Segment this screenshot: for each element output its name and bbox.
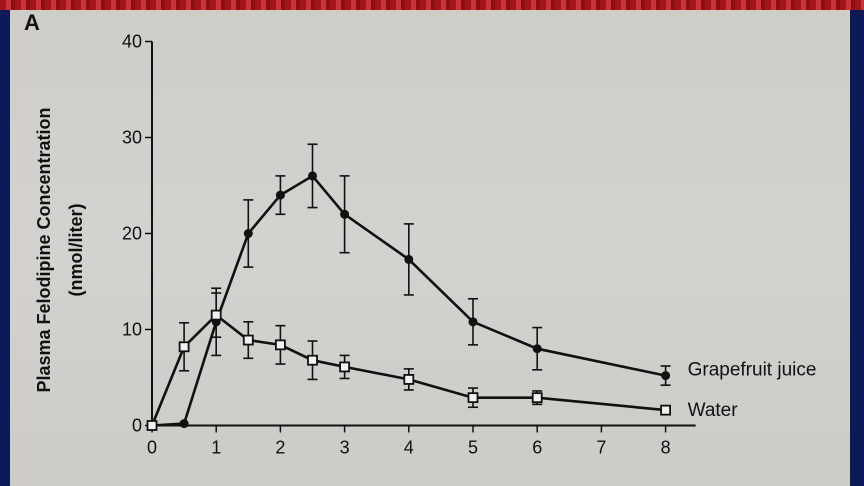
- axes: 0 1 2 3 4 5 6 7 8 0 10 20 30 40: [122, 32, 696, 458]
- chart-panel: A Plasma Felodipine Concentration (nmol/…: [10, 10, 850, 486]
- x-tick-label: 1: [211, 438, 221, 458]
- background-border-left: [0, 10, 10, 486]
- data-point-water: [210, 309, 222, 321]
- x-tick-label: 5: [468, 438, 478, 458]
- data-point-grapefruit-juice: [308, 171, 317, 181]
- data-point-grapefruit-juice: [468, 317, 478, 327]
- x-tick-label: 6: [532, 438, 542, 458]
- y-tick-label: 20: [122, 224, 142, 244]
- y-tick-label: 40: [122, 32, 142, 52]
- y-tick-label: 30: [122, 128, 142, 148]
- series-layer: [146, 143, 671, 431]
- series-grapefruit-juice: [147, 143, 671, 430]
- data-point-water: [178, 341, 190, 353]
- data-point-water: [339, 361, 351, 373]
- legend-layer: Grapefruit juice Water: [688, 360, 817, 422]
- data-point-water: [146, 420, 158, 431]
- data-point-water: [242, 334, 254, 346]
- data-point-grapefruit-juice: [404, 254, 414, 264]
- data-point-grapefruit-juice: [179, 419, 189, 429]
- data-point-grapefruit-juice: [243, 229, 253, 238]
- background-texture: [0, 0, 864, 10]
- data-point-grapefruit-juice: [340, 209, 350, 219]
- series-water: [146, 292, 671, 431]
- x-tick-label: 4: [404, 438, 414, 458]
- panel-label: A: [24, 10, 40, 35]
- background-border-right: [850, 10, 864, 486]
- x-tick-label: 3: [340, 438, 350, 458]
- x-tick-label: 8: [661, 438, 671, 458]
- data-point-water: [307, 354, 318, 366]
- data-point-water: [531, 392, 543, 404]
- data-point-grapefruit-juice: [532, 344, 542, 354]
- legend-label-grapefruit-juice: Grapefruit juice: [688, 360, 817, 381]
- data-point-grapefruit-juice: [275, 190, 285, 200]
- legend-label-water: Water: [688, 400, 739, 421]
- x-tick-label: 7: [596, 438, 606, 458]
- y-axis-label-line-2: (nmol/liter): [66, 203, 86, 296]
- y-axis-label-line-1: Plasma Felodipine Concentration: [34, 107, 54, 392]
- data-point-water: [274, 339, 286, 351]
- x-tick-label: 0: [147, 438, 157, 458]
- data-point-water: [403, 374, 415, 385]
- data-point-water: [467, 392, 479, 404]
- y-axis-label: Plasma Felodipine Concentration (nmol/li…: [34, 107, 86, 392]
- x-tick-label: 2: [275, 438, 285, 458]
- chart-svg: A Plasma Felodipine Concentration (nmol/…: [24, 10, 817, 458]
- data-point-water: [660, 404, 671, 416]
- y-tick-label: 10: [122, 320, 142, 340]
- y-tick-label: 0: [132, 416, 142, 436]
- data-point-grapefruit-juice: [661, 371, 671, 381]
